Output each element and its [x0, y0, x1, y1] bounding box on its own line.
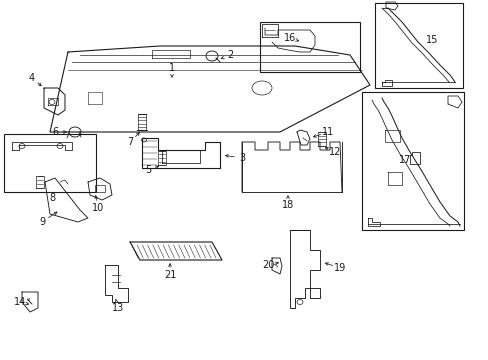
Text: 13: 13 — [112, 303, 124, 313]
Text: 1: 1 — [168, 63, 175, 73]
Text: 12: 12 — [328, 147, 341, 157]
Text: 2: 2 — [226, 50, 233, 60]
Text: 9: 9 — [39, 217, 45, 227]
Text: 21: 21 — [163, 270, 176, 280]
Bar — [361, 92, 463, 230]
Text: 6: 6 — [52, 127, 58, 137]
Text: 18: 18 — [281, 200, 293, 210]
Text: 16: 16 — [284, 33, 296, 43]
Text: 14: 14 — [14, 297, 26, 307]
Text: 4: 4 — [29, 73, 35, 83]
Text: 10: 10 — [92, 203, 104, 213]
Text: 15: 15 — [425, 35, 437, 45]
Bar — [260, 22, 359, 72]
Bar — [4, 134, 96, 192]
Text: 5: 5 — [144, 165, 151, 175]
Text: 17: 17 — [398, 155, 410, 165]
Text: 3: 3 — [239, 153, 244, 163]
Text: 19: 19 — [333, 263, 346, 273]
Text: 20: 20 — [261, 260, 274, 270]
Text: 7: 7 — [126, 137, 133, 147]
Bar — [374, 3, 462, 88]
Text: 8: 8 — [49, 193, 55, 203]
Text: 11: 11 — [321, 127, 333, 137]
